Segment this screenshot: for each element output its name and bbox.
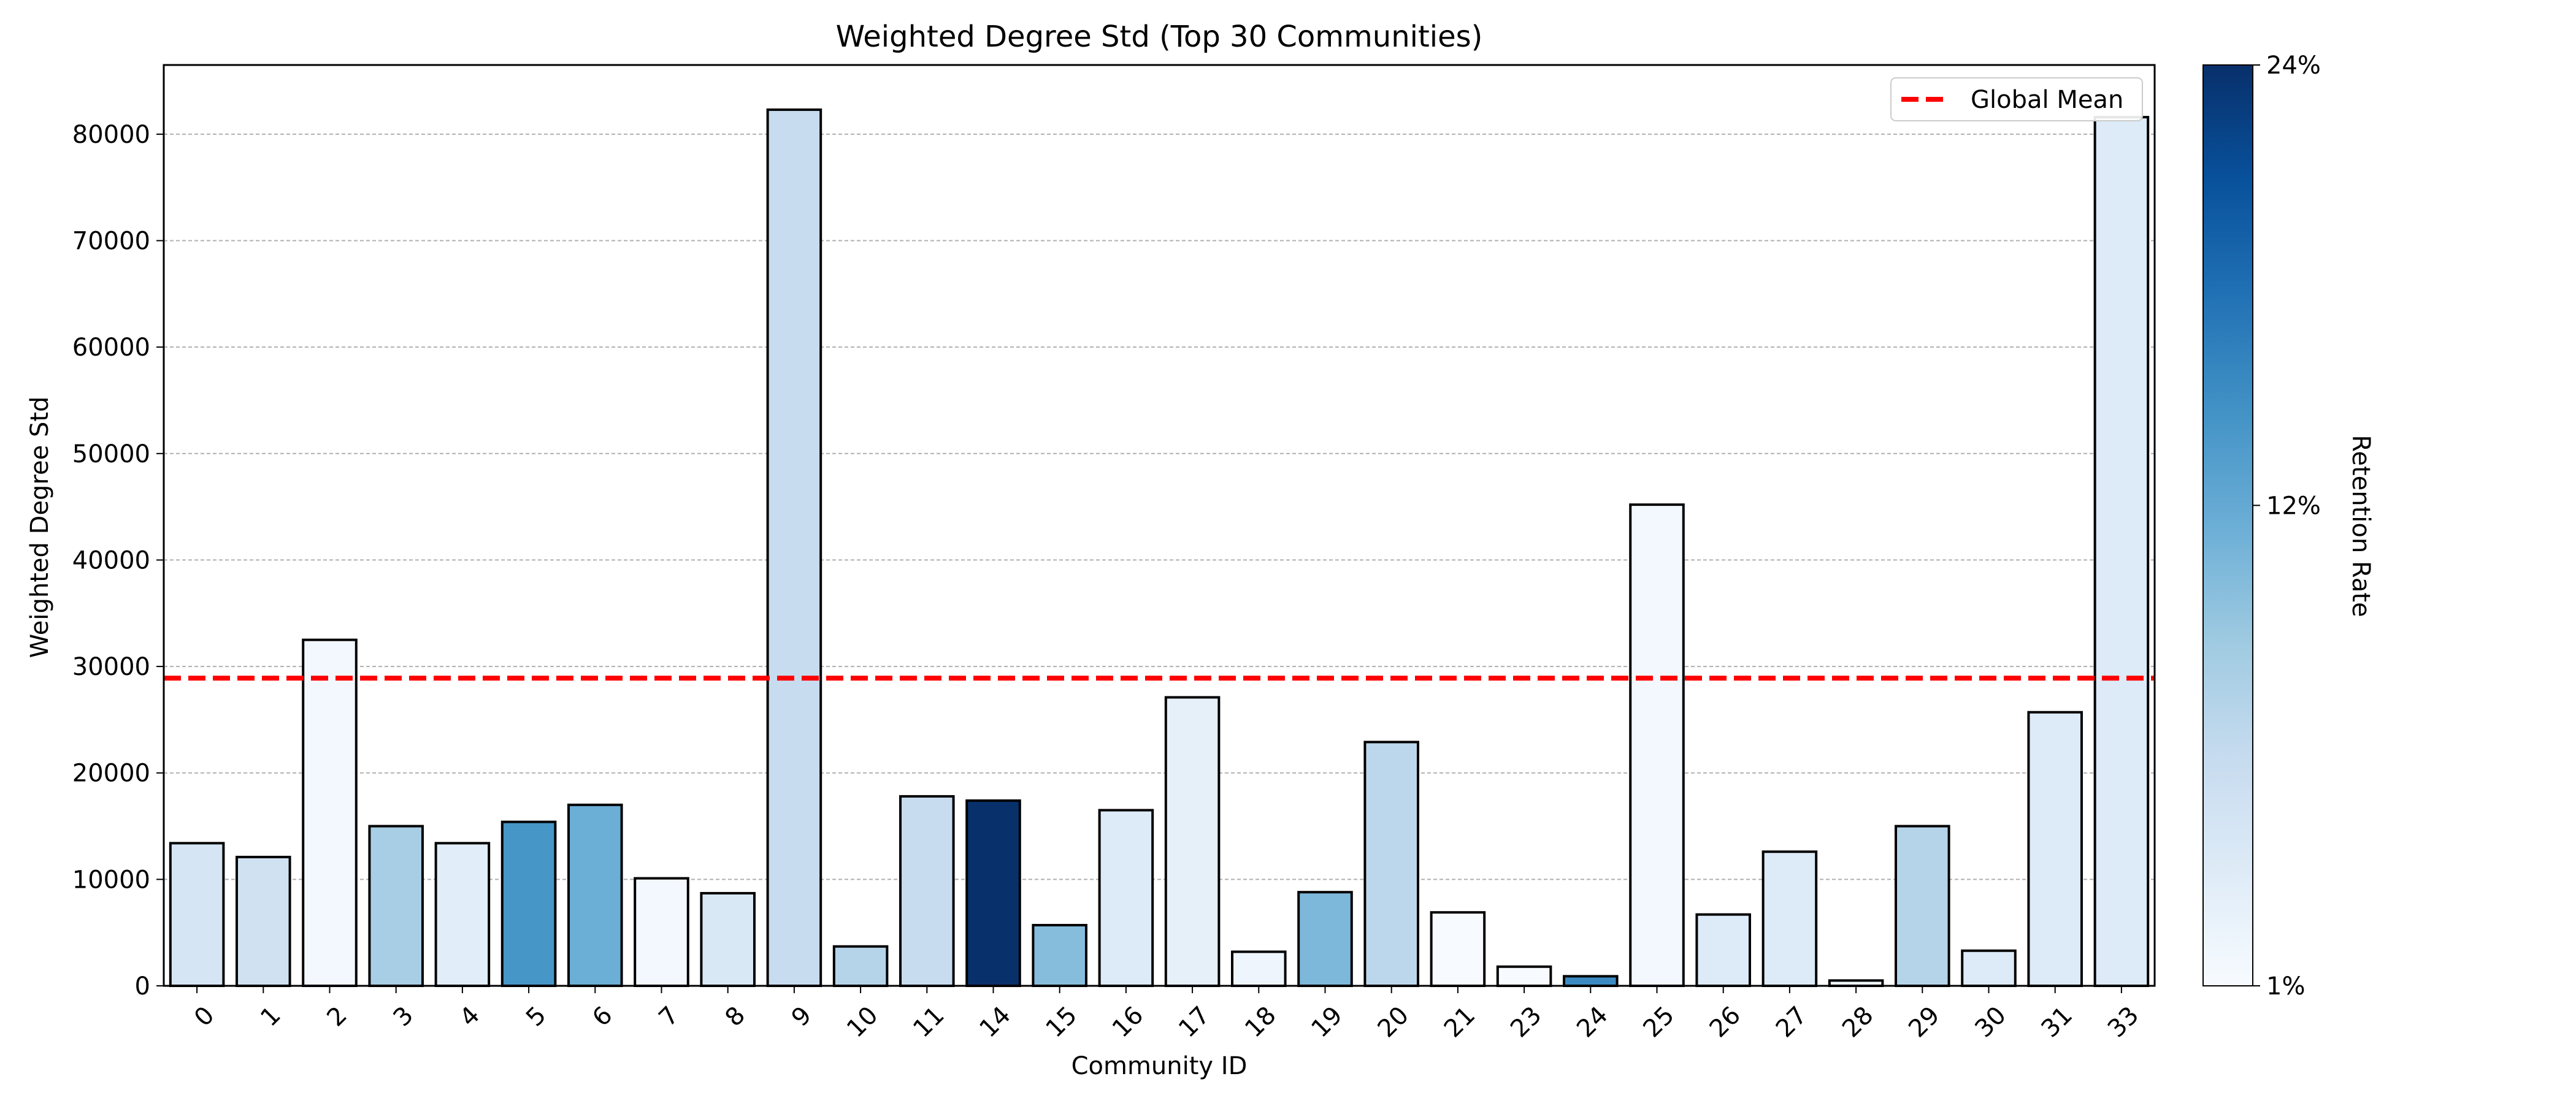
x-tick-label: 31 xyxy=(2036,1001,2079,1043)
x-tick-label: 4 xyxy=(454,1001,486,1032)
bar-community-31 xyxy=(2027,711,2083,988)
y-tick-label: 10000 xyxy=(72,866,150,894)
bar-community-14 xyxy=(965,799,1021,987)
bar-community-4 xyxy=(434,842,491,987)
bar-community-24 xyxy=(1563,975,1619,988)
bar-community-19 xyxy=(1297,891,1353,988)
bar-community-6 xyxy=(567,803,623,987)
colorbar-tick-label: 12% xyxy=(2266,492,2321,520)
x-tick-label: 5 xyxy=(521,1001,552,1032)
colorbar-label: Retention Rate xyxy=(2347,435,2375,617)
chart-title: Weighted Degree Std (Top 30 Communities) xyxy=(836,20,1483,54)
x-tick-label: 27 xyxy=(1771,1001,1813,1043)
x-tick-label: 24 xyxy=(1571,1001,1614,1043)
x-tick-label: 30 xyxy=(1969,1001,2012,1043)
x-tick-label: 15 xyxy=(1041,1001,1083,1043)
x-tick-label: 9 xyxy=(786,1001,818,1032)
y-tick-label: 20000 xyxy=(72,760,150,788)
legend: Global Mean xyxy=(1890,77,2143,121)
bar-community-7 xyxy=(634,877,689,987)
bar-community-33 xyxy=(2093,116,2150,988)
bar-community-18 xyxy=(1231,950,1287,988)
plot-frame xyxy=(163,64,2156,987)
y-tick-label: 50000 xyxy=(72,440,150,468)
x-tick-label: 29 xyxy=(1903,1001,1945,1043)
bar-community-25 xyxy=(1629,503,1685,987)
y-tick-label: 40000 xyxy=(72,546,150,574)
x-tick-label: 11 xyxy=(908,1001,950,1043)
x-axis-label: Community ID xyxy=(1071,1052,1248,1080)
bar-community-23 xyxy=(1496,965,1552,987)
x-tick-label: 17 xyxy=(1173,1001,1216,1043)
bar-community-0 xyxy=(169,842,225,987)
y-tick-label: 30000 xyxy=(72,653,150,681)
x-tick-label: 20 xyxy=(1373,1001,1415,1043)
x-tick-label: 8 xyxy=(720,1001,751,1032)
x-tick-label: 10 xyxy=(841,1001,884,1043)
bars xyxy=(169,108,2150,988)
x-tick-label: 2 xyxy=(321,1001,353,1032)
bar-community-16 xyxy=(1098,809,1154,987)
bar-community-1 xyxy=(236,855,291,988)
x-tick-label: 23 xyxy=(1505,1001,1547,1043)
bar-community-20 xyxy=(1363,741,1419,988)
bar-community-30 xyxy=(1961,949,2017,987)
x-tick-label: 6 xyxy=(587,1001,618,1032)
x-tick-label: 25 xyxy=(1638,1001,1680,1043)
x-tick-label: 26 xyxy=(1704,1001,1747,1043)
bar-community-11 xyxy=(899,795,955,988)
colorbar-gradient xyxy=(2202,64,2253,986)
x-tick-label: 7 xyxy=(653,1001,684,1032)
axes: 0 10000 20000 30000 40000 50000 60000 70000 8000… xyxy=(72,64,2156,1043)
x-tick-label: 21 xyxy=(1439,1001,1481,1043)
bar-community-26 xyxy=(1695,913,1751,988)
legend-entry-global-mean: Global Mean xyxy=(1971,86,2123,114)
colorbar-tick-label: 24% xyxy=(2266,51,2321,80)
colorbar-tick-label: 1% xyxy=(2266,972,2305,1001)
bar-community-17 xyxy=(1164,696,1221,988)
bar-community-29 xyxy=(1895,825,1950,988)
x-tick-label: 16 xyxy=(1107,1001,1149,1043)
x-tick-label: 19 xyxy=(1306,1001,1348,1043)
bar-community-5 xyxy=(500,820,557,987)
bar-community-2 xyxy=(302,638,358,988)
colorbar: 1% 12% 24% xyxy=(2202,51,2321,1001)
x-tick-label: 18 xyxy=(1240,1001,1282,1043)
bar-community-9 xyxy=(766,108,822,988)
legend-box xyxy=(1890,77,2143,121)
x-tick-label: 0 xyxy=(189,1001,220,1032)
y-tick-label: 70000 xyxy=(72,227,150,256)
y-tick-label: 60000 xyxy=(72,334,150,362)
y-axis-label: Weighted Degree Std xyxy=(26,397,54,658)
x-tick-label: 3 xyxy=(388,1001,420,1032)
bar-community-3 xyxy=(368,825,424,988)
y-tick-label: 80000 xyxy=(72,121,150,149)
bar-community-21 xyxy=(1430,911,1486,987)
bar-community-8 xyxy=(700,891,756,987)
y-tick-label: 0 xyxy=(135,972,150,1001)
x-tick-label: 28 xyxy=(1837,1001,1879,1043)
x-tick-label: 1 xyxy=(255,1001,286,1032)
bar-community-10 xyxy=(832,945,889,987)
x-tick-label: 33 xyxy=(2103,1001,2145,1043)
bar-community-15 xyxy=(1032,924,1087,988)
gridlines xyxy=(164,133,2155,880)
x-tick-label: 14 xyxy=(974,1001,1016,1043)
bar-community-27 xyxy=(1761,850,1818,987)
